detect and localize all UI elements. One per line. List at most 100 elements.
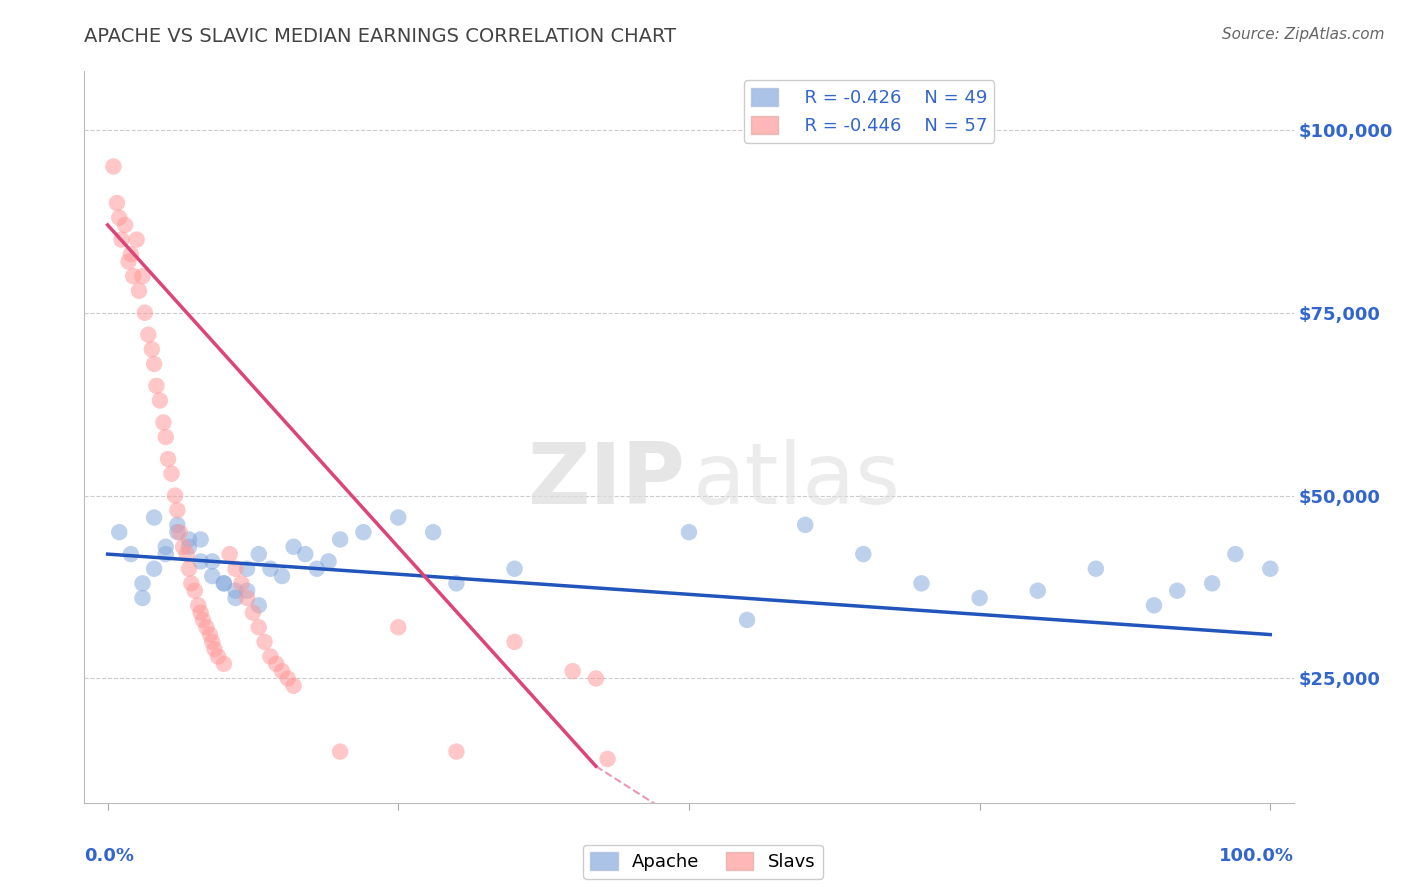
Text: APACHE VS SLAVIC MEDIAN EARNINGS CORRELATION CHART: APACHE VS SLAVIC MEDIAN EARNINGS CORRELA…: [84, 27, 676, 45]
Point: [201, 554, 224, 568]
Point: [969, 591, 991, 605]
Point: [143, 562, 166, 576]
Point: [172, 540, 194, 554]
Point: [141, 343, 163, 357]
Point: [259, 649, 281, 664]
Point: [735, 613, 758, 627]
Point: [242, 606, 264, 620]
Point: [446, 576, 468, 591]
Point: [387, 620, 409, 634]
Text: ZIP: ZIP: [527, 440, 685, 523]
Point: [128, 284, 150, 298]
Point: [253, 635, 276, 649]
Point: [155, 547, 177, 561]
Point: [177, 540, 200, 554]
Point: [114, 218, 136, 232]
Point: [225, 583, 247, 598]
Point: [201, 569, 224, 583]
Point: [207, 649, 229, 664]
Point: [120, 547, 142, 561]
Point: [131, 269, 153, 284]
Point: [1201, 576, 1223, 591]
Point: [131, 591, 153, 605]
Point: [160, 467, 183, 481]
Point: [117, 254, 139, 268]
Point: [1166, 583, 1188, 598]
Point: [352, 525, 374, 540]
Point: [422, 525, 444, 540]
Point: [180, 576, 202, 591]
Point: [187, 599, 209, 613]
Text: 0.0%: 0.0%: [84, 847, 135, 864]
Point: [1225, 547, 1247, 561]
Point: [225, 591, 247, 605]
Point: [910, 576, 932, 591]
Point: [1258, 562, 1281, 576]
Point: [103, 160, 125, 174]
Point: [236, 583, 259, 598]
Text: atlas: atlas: [693, 440, 901, 523]
Point: [198, 627, 221, 641]
Point: [305, 562, 328, 576]
Point: [125, 233, 148, 247]
Point: [596, 752, 619, 766]
Point: [143, 357, 166, 371]
Legend:   R = -0.426    N = 49,   R = -0.446    N = 57: R = -0.426 N = 49, R = -0.446 N = 57: [744, 80, 994, 143]
Point: [108, 211, 131, 225]
Point: [283, 679, 305, 693]
Point: [318, 554, 340, 568]
Point: [585, 672, 607, 686]
Point: [503, 635, 526, 649]
Point: [236, 562, 259, 576]
Point: [212, 657, 235, 671]
Point: [190, 533, 212, 547]
Point: [212, 576, 235, 591]
Point: [145, 379, 167, 393]
Point: [329, 745, 352, 759]
Point: [190, 606, 212, 620]
Point: [236, 591, 259, 605]
Point: [247, 620, 270, 634]
Point: [149, 393, 172, 408]
Text: Source: ZipAtlas.com: Source: ZipAtlas.com: [1222, 27, 1385, 42]
Point: [247, 547, 270, 561]
Point: [1026, 583, 1049, 598]
Point: [247, 599, 270, 613]
Point: [212, 576, 235, 591]
Point: [561, 664, 583, 678]
Point: [264, 657, 287, 671]
Point: [108, 525, 131, 540]
Point: [277, 672, 299, 686]
Point: [218, 547, 240, 561]
Point: [120, 247, 142, 261]
Point: [387, 510, 409, 524]
Point: [271, 569, 294, 583]
Point: [195, 620, 218, 634]
Point: [105, 196, 128, 211]
Point: [166, 503, 188, 517]
Point: [503, 562, 526, 576]
Point: [169, 525, 191, 540]
Point: [446, 745, 468, 759]
Point: [155, 540, 177, 554]
Point: [143, 510, 166, 524]
Point: [134, 306, 156, 320]
Point: [155, 430, 177, 444]
Point: [794, 517, 817, 532]
Point: [294, 547, 316, 561]
Point: [157, 452, 180, 467]
Text: 100.0%: 100.0%: [1219, 847, 1294, 864]
Point: [177, 562, 200, 576]
Point: [1084, 562, 1107, 576]
Point: [329, 533, 352, 547]
Point: [283, 540, 305, 554]
Point: [190, 554, 212, 568]
Point: [204, 642, 226, 657]
Point: [184, 583, 207, 598]
Point: [176, 547, 198, 561]
Point: [165, 489, 187, 503]
Point: [678, 525, 700, 540]
Point: [201, 635, 224, 649]
Point: [271, 664, 294, 678]
Point: [136, 327, 159, 342]
